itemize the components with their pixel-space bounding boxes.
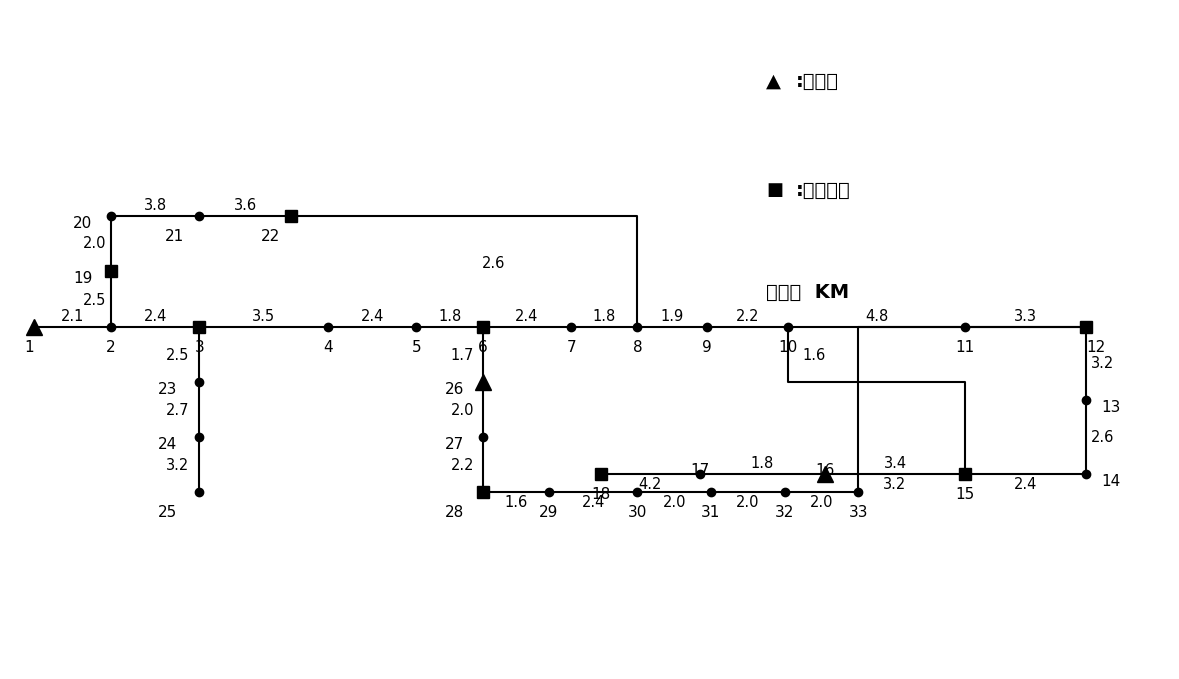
Text: 24: 24: [158, 437, 177, 452]
Text: 2.0: 2.0: [810, 495, 834, 510]
Text: 26: 26: [444, 382, 465, 397]
Text: 4.2: 4.2: [639, 477, 661, 492]
Text: 17: 17: [691, 463, 710, 478]
Text: 3.4: 3.4: [883, 456, 907, 471]
Text: 23: 23: [158, 382, 177, 397]
Text: 9: 9: [703, 340, 712, 354]
Text: 1.6: 1.6: [803, 348, 825, 363]
Text: 3.2: 3.2: [883, 477, 907, 492]
Text: 28: 28: [446, 505, 465, 520]
Text: 27: 27: [446, 437, 465, 452]
Text: 3.2: 3.2: [165, 458, 189, 473]
Text: 12: 12: [1087, 340, 1106, 354]
Text: 2.0: 2.0: [736, 495, 759, 510]
Text: ■: ■: [766, 181, 783, 199]
Text: 15: 15: [955, 487, 975, 502]
Text: 10: 10: [778, 340, 798, 354]
Text: 6: 6: [477, 340, 488, 354]
Text: 2.0: 2.0: [663, 495, 686, 510]
Text: 3.2: 3.2: [1092, 356, 1114, 371]
Text: 5: 5: [411, 340, 421, 354]
Text: 33: 33: [849, 505, 868, 520]
Text: 2.6: 2.6: [482, 256, 506, 271]
Text: 30: 30: [627, 505, 647, 520]
Text: 14: 14: [1101, 474, 1120, 489]
Text: 4: 4: [323, 340, 332, 354]
Text: 2.4: 2.4: [581, 495, 605, 510]
Text: :变电站: :变电站: [796, 72, 838, 91]
Text: 22: 22: [261, 229, 281, 244]
Text: 1.7: 1.7: [450, 348, 474, 363]
Text: 2.2: 2.2: [736, 309, 759, 324]
Text: 20: 20: [73, 216, 92, 231]
Text: 3: 3: [195, 340, 204, 354]
Text: 1.9: 1.9: [660, 309, 684, 324]
Text: 2.4: 2.4: [144, 309, 166, 324]
Text: 18: 18: [591, 487, 611, 502]
Text: 4.8: 4.8: [865, 309, 888, 324]
Text: 1.8: 1.8: [437, 309, 461, 324]
Text: 2.4: 2.4: [361, 309, 384, 324]
Text: 29: 29: [539, 505, 559, 520]
Text: 单位：  KM: 单位： KM: [766, 282, 850, 301]
Text: 25: 25: [158, 505, 177, 520]
Text: 19: 19: [73, 272, 92, 287]
Text: 2.4: 2.4: [1014, 477, 1038, 492]
Text: 3.5: 3.5: [252, 309, 275, 324]
Text: 2.5: 2.5: [165, 348, 189, 363]
Text: 2: 2: [106, 340, 116, 354]
Text: 1.8: 1.8: [751, 456, 775, 471]
Text: 3.6: 3.6: [233, 198, 257, 213]
Text: 21: 21: [165, 229, 185, 244]
Text: 7: 7: [566, 340, 575, 354]
Text: 2.1: 2.1: [60, 309, 84, 324]
Text: :备选站址: :备选站址: [796, 181, 850, 200]
Text: 2.4: 2.4: [515, 309, 539, 324]
Text: 2.7: 2.7: [165, 403, 189, 418]
Text: 8: 8: [633, 340, 643, 354]
Text: 2.0: 2.0: [450, 403, 474, 418]
Text: 2.2: 2.2: [450, 458, 474, 473]
Text: 1.8: 1.8: [593, 309, 615, 324]
Text: 2.0: 2.0: [83, 236, 106, 251]
Text: 13: 13: [1101, 400, 1120, 416]
Text: 16: 16: [816, 463, 835, 478]
Text: 1.6: 1.6: [505, 495, 527, 510]
Text: 32: 32: [775, 505, 795, 520]
Text: 3.8: 3.8: [144, 198, 166, 213]
Text: 2.6: 2.6: [1092, 430, 1114, 445]
Text: ▲: ▲: [766, 72, 782, 91]
Text: 2.5: 2.5: [83, 293, 106, 308]
Text: 31: 31: [702, 505, 720, 520]
Text: 1: 1: [24, 340, 34, 354]
Text: 3.3: 3.3: [1014, 309, 1038, 324]
Text: 11: 11: [955, 340, 975, 354]
